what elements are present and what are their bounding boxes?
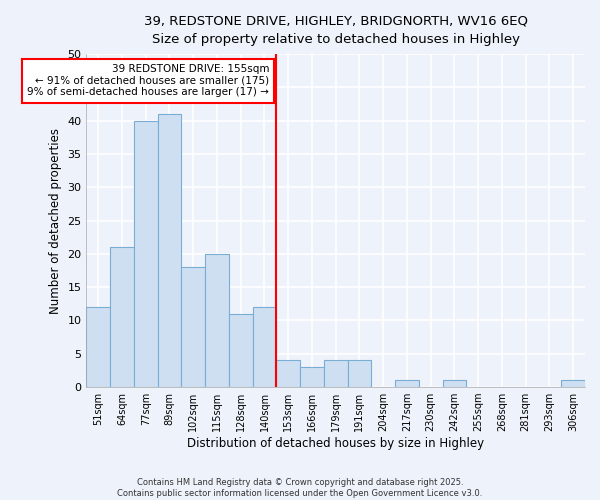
Bar [181,267,205,387]
Bar [134,120,158,387]
Bar [229,314,253,387]
Text: Contains HM Land Registry data © Crown copyright and database right 2025.
Contai: Contains HM Land Registry data © Crown c… [118,478,482,498]
Bar [300,367,324,387]
X-axis label: Distribution of detached houses by size in Highley: Distribution of detached houses by size … [187,437,484,450]
Bar [253,307,277,387]
Y-axis label: Number of detached properties: Number of detached properties [49,128,62,314]
Bar [86,307,110,387]
Bar [395,380,419,387]
Text: 39 REDSTONE DRIVE: 155sqm
← 91% of detached houses are smaller (175)
9% of semi-: 39 REDSTONE DRIVE: 155sqm ← 91% of detac… [28,64,269,98]
Bar [158,114,181,387]
Bar [205,254,229,387]
Bar [347,360,371,387]
Bar [324,360,347,387]
Bar [561,380,585,387]
Title: 39, REDSTONE DRIVE, HIGHLEY, BRIDGNORTH, WV16 6EQ
Size of property relative to d: 39, REDSTONE DRIVE, HIGHLEY, BRIDGNORTH,… [143,15,527,46]
Bar [443,380,466,387]
Bar [277,360,300,387]
Bar [110,247,134,387]
